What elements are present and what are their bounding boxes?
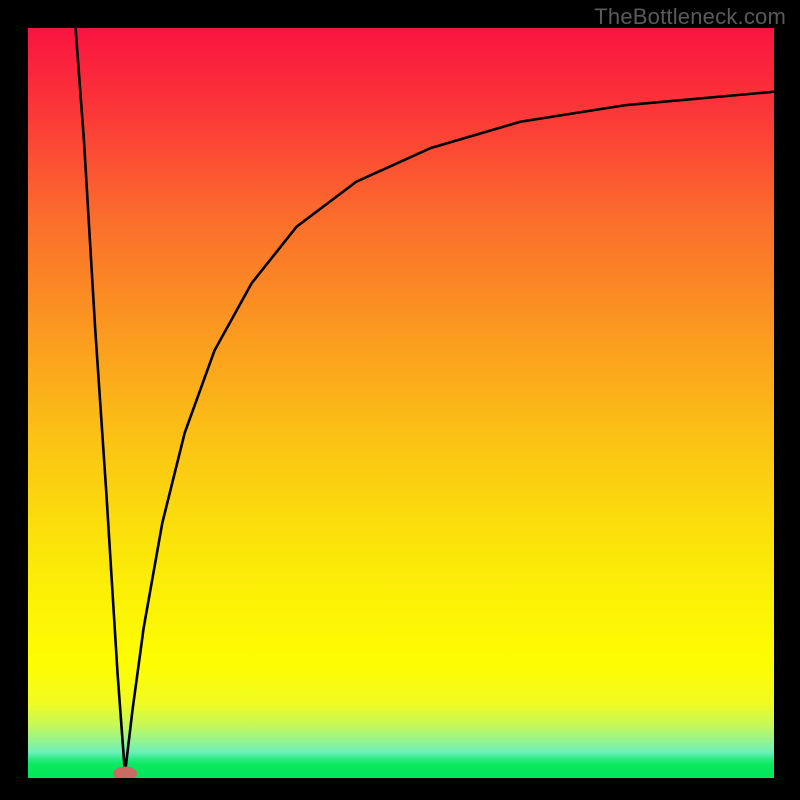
frame-left [0, 0, 28, 800]
frame-bottom [0, 778, 800, 800]
chart-container: TheBottleneck.com [0, 0, 800, 800]
bottleneck-chart [0, 0, 800, 800]
plot-background [28, 28, 774, 778]
frame-right [774, 0, 800, 800]
watermark-text: TheBottleneck.com [594, 4, 786, 30]
